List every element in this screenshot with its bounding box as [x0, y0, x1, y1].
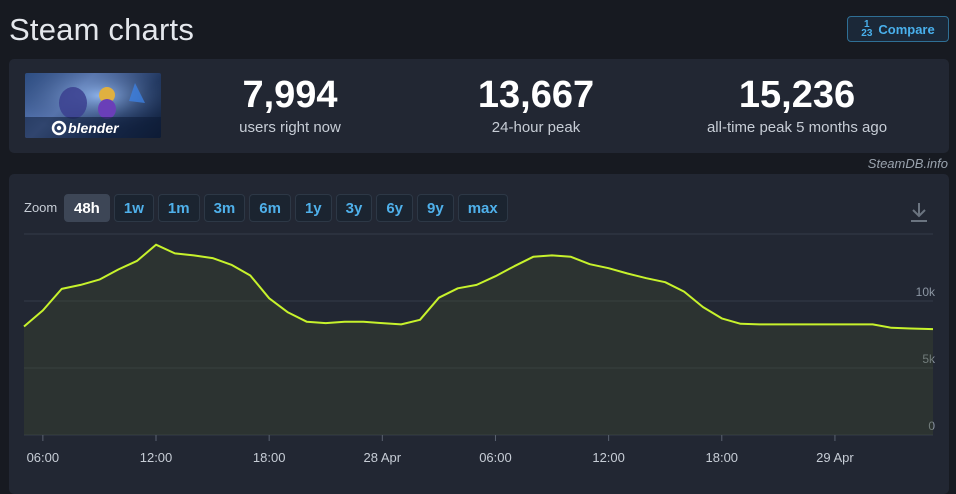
fraction-icon-mid: 2 — [861, 28, 867, 39]
zoom-3y-button[interactable]: 3y — [335, 194, 373, 222]
download-icon[interactable] — [909, 201, 929, 223]
x-tick-label: 29 Apr — [816, 450, 854, 465]
zoom-9y-button[interactable]: 9y — [417, 194, 454, 222]
stat-24h-peak-label: 24-hour peak — [491, 119, 581, 136]
zoom-label: Zoom — [24, 200, 58, 215]
zoom-3m-button[interactable]: 3m — [203, 194, 246, 222]
x-tick-label: 18:00 — [706, 450, 739, 465]
fraction-icon-bottom: 23 — [861, 28, 873, 39]
stat-current: 7,994 users right now — [195, 75, 385, 136]
zoom-1m-button[interactable]: 1m — [157, 194, 200, 222]
stat-24h-peak: 13,667 24-hour peak — [441, 75, 631, 136]
series-area — [24, 244, 933, 435]
zoom-1y-button[interactable]: 1y — [294, 194, 332, 222]
zoom-max-button[interactable]: max — [457, 194, 508, 222]
page-title: Steam charts — [9, 12, 195, 47]
stat-alltime-peak: 15,236 all-time peak 5 months ago — [692, 75, 902, 136]
player-count-chart[interactable]: 0 5k 10k 06:00 12:00 18:00 28 Apr 06:00 12:00 18:… — [9, 174, 949, 489]
compare-button[interactable]: 1 23 Compare — [847, 16, 949, 42]
blender-logo-text: blender — [68, 120, 120, 136]
zoom-6m-button[interactable]: 6m — [249, 194, 291, 222]
x-tick-label: 06:00 — [479, 450, 512, 465]
stat-alltime-peak-label: all-time peak 5 months ago — [706, 119, 888, 136]
app-thumbnail[interactable]: blender — [25, 73, 161, 138]
x-tick-label: 12:00 — [592, 450, 625, 465]
stat-alltime-peak-value: 15,236 — [738, 74, 856, 116]
stats-panel: blender 7,994 users right now 13,667 24-… — [9, 59, 949, 153]
x-tick-label: 28 Apr — [364, 450, 402, 465]
zoom-48h-button[interactable]: 48h — [64, 194, 110, 222]
stat-current-value: 7,994 — [242, 74, 338, 116]
x-tick-label: 06:00 — [27, 450, 60, 465]
stat-24h-peak-value: 13,667 — [477, 74, 595, 116]
zoom-1w-button[interactable]: 1w — [113, 194, 154, 222]
x-tick-label: 12:00 — [140, 450, 173, 465]
y-tick-label: 5k — [922, 352, 936, 366]
zoom-buttons: 48h 1w 1m 3m 6m 1y 3y 6y 9y max — [64, 194, 508, 222]
y-tick-label: 10k — [916, 285, 936, 299]
zoom-6y-button[interactable]: 6y — [376, 194, 413, 222]
y-tick-label: 0 — [928, 419, 935, 433]
compare-button-label: Compare — [878, 21, 935, 37]
fraction-icon-low: 3 — [866, 28, 873, 39]
fraction-icon: 1 23 — [861, 19, 873, 39]
series-line — [23, 243, 934, 331]
chart-panel: Zoom 48h 1w 1m 3m 6m 1y 3y 6y 9y max 0 5k… — [9, 174, 949, 494]
app-artwork: blender — [25, 73, 161, 138]
stat-current-label: users right now — [239, 119, 341, 136]
steamdb-watermark[interactable]: SteamDB.info — [867, 156, 948, 171]
fraction-icon-top: 1 — [864, 19, 870, 30]
x-tick-label: 18:00 — [253, 450, 286, 465]
